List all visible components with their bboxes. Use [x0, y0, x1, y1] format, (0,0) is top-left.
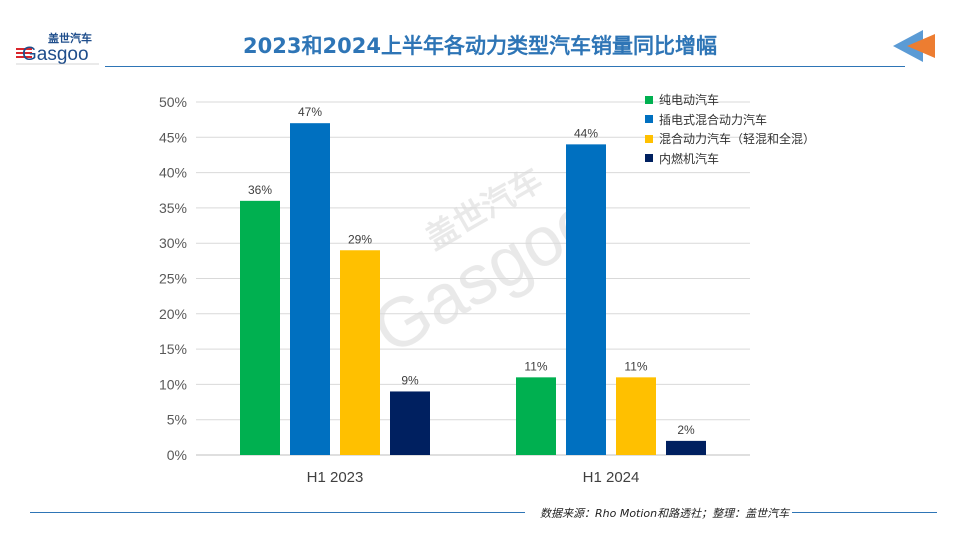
bar	[516, 377, 556, 455]
legend-item: 内燃机汽车	[645, 149, 815, 169]
page-title: 2023和2024上半年各动力类型汽车销量同比增幅	[243, 34, 717, 58]
bar	[666, 440, 706, 455]
bar	[290, 123, 330, 456]
legend-swatch	[645, 115, 653, 124]
legend-item: 插电式混合动力汽车	[645, 110, 815, 130]
y-tick-label: 15%	[159, 341, 187, 357]
bar	[240, 200, 280, 455]
source-note: 数据来源：Rho Motion和路透社；整理：盖世汽车	[540, 507, 790, 520]
arrow-decoration-icon	[893, 30, 935, 62]
y-tick-label: 35%	[159, 200, 187, 216]
gasgoo-logo: 盖世汽车 Gasgoo	[14, 30, 104, 71]
legend-label: 插电式混合动力汽车	[659, 112, 768, 127]
legend-label: 内燃机汽车	[659, 151, 720, 166]
y-tick-label: 20%	[159, 306, 187, 322]
data-label: 47%	[298, 105, 322, 119]
bar	[616, 377, 656, 455]
legend-item: 纯电动汽车	[645, 90, 815, 110]
svg-text:Gasgoo: Gasgoo	[22, 44, 89, 65]
data-label: 29%	[348, 232, 372, 246]
footer-divider	[792, 512, 937, 513]
data-label: 9%	[401, 373, 419, 387]
y-tick-label: 5%	[167, 412, 187, 428]
y-tick-label: 0%	[167, 447, 187, 463]
legend-swatch	[645, 154, 653, 163]
y-tick-label: 25%	[159, 271, 187, 287]
bar	[340, 250, 380, 455]
legend-swatch	[645, 134, 653, 143]
bar	[566, 144, 606, 456]
data-label: 11%	[624, 359, 647, 373]
bar	[390, 391, 430, 455]
legend-swatch	[645, 95, 653, 104]
y-tick-label: 45%	[159, 129, 187, 145]
legend-label: 纯电动汽车	[659, 93, 720, 108]
legend-label: 混合动力汽车（轻混和全混）	[659, 132, 816, 147]
data-label: 11%	[524, 359, 547, 373]
y-tick-label: 30%	[159, 235, 187, 251]
data-label: 44%	[574, 126, 598, 140]
data-label: 36%	[248, 183, 272, 197]
data-label: 2%	[677, 423, 695, 437]
y-tick-label: 40%	[159, 165, 187, 181]
legend: 纯电动汽车插电式混合动力汽车混合动力汽车（轻混和全混） 内燃机汽车	[645, 90, 815, 168]
footer-divider	[30, 512, 525, 513]
y-tick-label: 10%	[159, 376, 187, 392]
x-tick-label: H1 2024	[583, 469, 640, 486]
y-tick-label: 50%	[159, 94, 187, 110]
svg-text:盖世汽车: 盖世汽车	[48, 31, 92, 45]
legend-item: 混合动力汽车（轻混和全混）	[645, 129, 815, 149]
title-divider	[105, 66, 905, 67]
x-tick-label: H1 2023	[307, 469, 364, 486]
